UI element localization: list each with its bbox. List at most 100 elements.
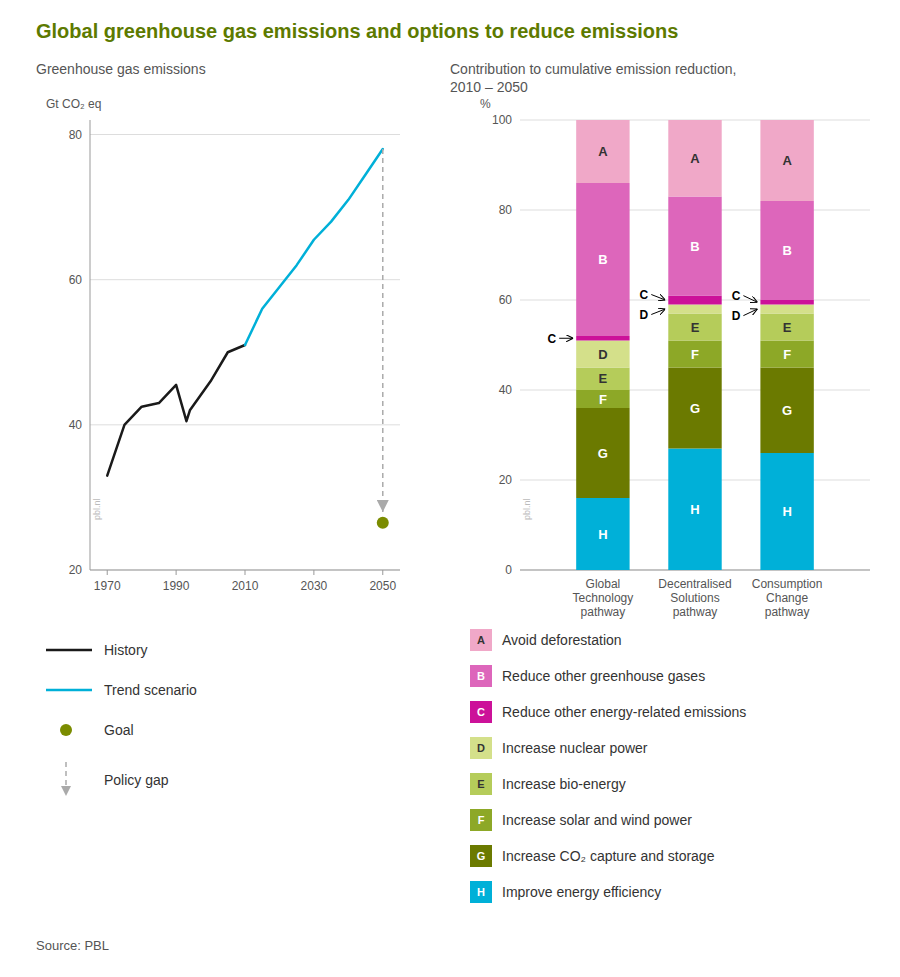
segment-letter: G <box>598 446 608 461</box>
grid-line <box>90 424 400 425</box>
bar-segment <box>668 341 721 368</box>
x-tick <box>382 570 383 575</box>
legend-letter: G <box>477 850 486 862</box>
y-tick-label: 80 <box>69 128 83 142</box>
legend-letter: C <box>477 706 485 718</box>
y-tick-label: 0 <box>505 563 512 577</box>
segment-letter: E <box>691 320 700 335</box>
legend-letter: H <box>477 886 485 898</box>
bar-segment <box>760 300 813 305</box>
x-tick-label: ConsumptionChangepathway <box>752 577 823 619</box>
x-tick <box>245 570 246 575</box>
y-axis-line <box>90 120 91 570</box>
plot-area <box>576 120 814 570</box>
legend-letter: F <box>478 814 485 826</box>
text-line: Global <box>586 577 621 591</box>
legend-swatch <box>470 845 492 867</box>
segment-letter: F <box>783 347 791 362</box>
x-tick <box>313 570 314 575</box>
annotation-arrow <box>743 309 757 316</box>
bar-segment <box>668 368 721 449</box>
bar-segment <box>576 390 629 408</box>
segment-letter: G <box>690 401 700 416</box>
segment-letter: E <box>599 371 608 386</box>
grid-line <box>90 279 400 280</box>
y-tick-label: 60 <box>499 293 513 307</box>
segment-letter: H <box>598 527 607 542</box>
x-tick-label: DecentralisedSolutionspathway <box>658 577 731 619</box>
legend-letter: E <box>477 778 484 790</box>
bar-segment <box>576 120 629 183</box>
annotation: D <box>640 308 649 322</box>
legend-label: History <box>104 642 148 658</box>
legend-swatch <box>46 649 92 652</box>
bar-segment <box>576 368 629 391</box>
annotation-arrow <box>743 296 757 303</box>
x-tick-label: GlobalTechnologypathway <box>573 577 634 619</box>
legend-swatch <box>470 665 492 687</box>
legend-swatch <box>470 737 492 759</box>
source: Source: PBL <box>36 938 109 953</box>
legend-letter: B <box>477 670 485 682</box>
bar-segment <box>760 314 813 341</box>
x-tick <box>107 570 108 575</box>
segment-letter: F <box>599 392 607 407</box>
legend-label: Trend scenario <box>104 682 197 698</box>
legend-label: Reduce other greenhouse gases <box>502 668 705 684</box>
plot-area <box>107 149 389 529</box>
figure-title: Global greenhouse gas emissions and opti… <box>36 20 678 42</box>
legend-swatch <box>470 881 492 903</box>
x-tick-label: 2030 <box>301 579 328 593</box>
legend-swatch <box>470 701 492 723</box>
legend-letter: A <box>477 634 485 646</box>
text-line: Solutions <box>670 591 719 605</box>
bar-segment <box>760 368 813 454</box>
legend-swatch <box>470 809 492 831</box>
annotation: C <box>548 332 557 346</box>
watermark: pbl.nl <box>92 498 102 520</box>
text-line: pathway <box>673 605 718 619</box>
segment-letter: B <box>598 252 607 267</box>
legend-label: Avoid deforestation <box>502 632 622 648</box>
annotation: C <box>732 289 741 303</box>
y-tick-label: 20 <box>69 563 83 577</box>
annotation-arrow <box>559 338 573 339</box>
bar-segment <box>668 296 721 305</box>
segment-letter: A <box>782 153 792 168</box>
legend-label: Policy gap <box>104 772 169 788</box>
y-tick-label: 40 <box>499 383 513 397</box>
annotation-arrow <box>651 309 665 315</box>
bar-segment <box>760 341 813 368</box>
bar-segment <box>576 408 629 498</box>
bar-segment <box>760 201 813 300</box>
bar-segment <box>668 305 721 314</box>
bar-segment <box>576 183 629 336</box>
text-line: Contribution to cumulative emission redu… <box>450 61 736 77</box>
bar-segment <box>760 305 813 314</box>
segment-letter: H <box>782 504 791 519</box>
legend-label: Increase nuclear power <box>502 740 648 756</box>
segment-labels: HGFEDBAHGFEBAHGFEBA <box>598 144 793 542</box>
y-tick-label: 80 <box>499 203 513 217</box>
bar-segment <box>576 498 629 570</box>
y-tick-label: 20 <box>499 473 513 487</box>
text-line: 2010 – 2050 <box>450 79 528 95</box>
x-tick-label: 1990 <box>163 579 190 593</box>
grid-line <box>90 134 400 135</box>
bar-segment <box>760 453 813 570</box>
segment-letter: A <box>598 144 608 159</box>
line-series <box>245 149 383 345</box>
legend-label: Goal <box>104 722 134 738</box>
legend-swatch <box>60 724 72 736</box>
y-tick-label: 60 <box>69 273 83 287</box>
legend-label: Improve energy efficiency <box>502 884 661 900</box>
segment-letter: E <box>783 320 792 335</box>
legend-label: Increase bio-energy <box>502 776 626 792</box>
bar-segment <box>576 341 629 368</box>
line-series <box>107 345 245 476</box>
legend-label: Increase CO₂ capture and storage <box>502 848 715 864</box>
goal-point <box>377 517 389 529</box>
text-line: pathway <box>765 605 810 619</box>
segment-letter: G <box>782 403 792 418</box>
watermark: pbl.nl <box>522 498 532 520</box>
